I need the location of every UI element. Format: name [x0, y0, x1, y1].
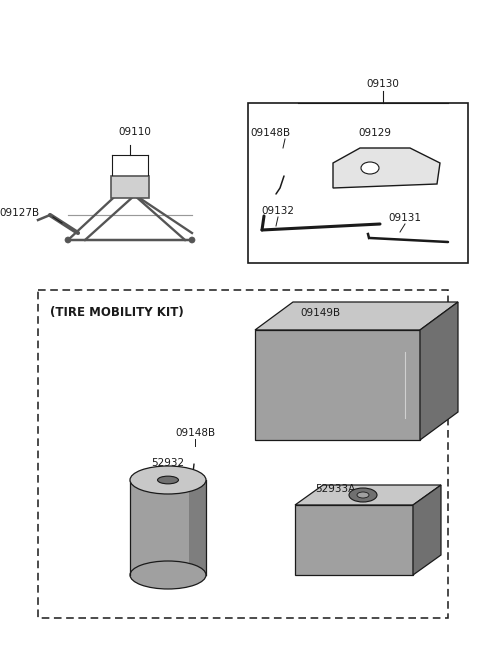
Polygon shape: [189, 480, 206, 575]
Circle shape: [65, 237, 71, 243]
Ellipse shape: [361, 162, 379, 174]
Ellipse shape: [157, 476, 179, 484]
Bar: [38, 290, 448, 618]
Text: 09149B: 09149B: [300, 308, 340, 318]
Polygon shape: [255, 302, 458, 330]
Text: 09130: 09130: [367, 79, 399, 89]
Polygon shape: [295, 505, 413, 575]
Ellipse shape: [130, 561, 206, 589]
FancyBboxPatch shape: [111, 176, 149, 198]
Text: 09110: 09110: [119, 127, 151, 137]
Polygon shape: [130, 480, 206, 575]
Text: (TIRE MOBILITY KIT): (TIRE MOBILITY KIT): [50, 306, 184, 319]
Ellipse shape: [349, 488, 377, 502]
Text: 09148B: 09148B: [175, 428, 215, 438]
Polygon shape: [420, 302, 458, 440]
Polygon shape: [255, 330, 420, 440]
Text: 09127B: 09127B: [0, 208, 40, 218]
Polygon shape: [295, 485, 441, 505]
Text: 09131: 09131: [388, 213, 421, 223]
Text: 09148B: 09148B: [250, 128, 290, 138]
Text: 52932: 52932: [151, 458, 185, 468]
Text: 52933A: 52933A: [315, 484, 355, 494]
Ellipse shape: [130, 466, 206, 494]
Text: 09129: 09129: [359, 128, 392, 138]
Text: 09132: 09132: [262, 206, 295, 216]
Polygon shape: [413, 485, 441, 575]
Polygon shape: [333, 148, 440, 188]
Ellipse shape: [357, 492, 369, 498]
Circle shape: [189, 237, 195, 243]
Bar: [248, 103, 468, 263]
